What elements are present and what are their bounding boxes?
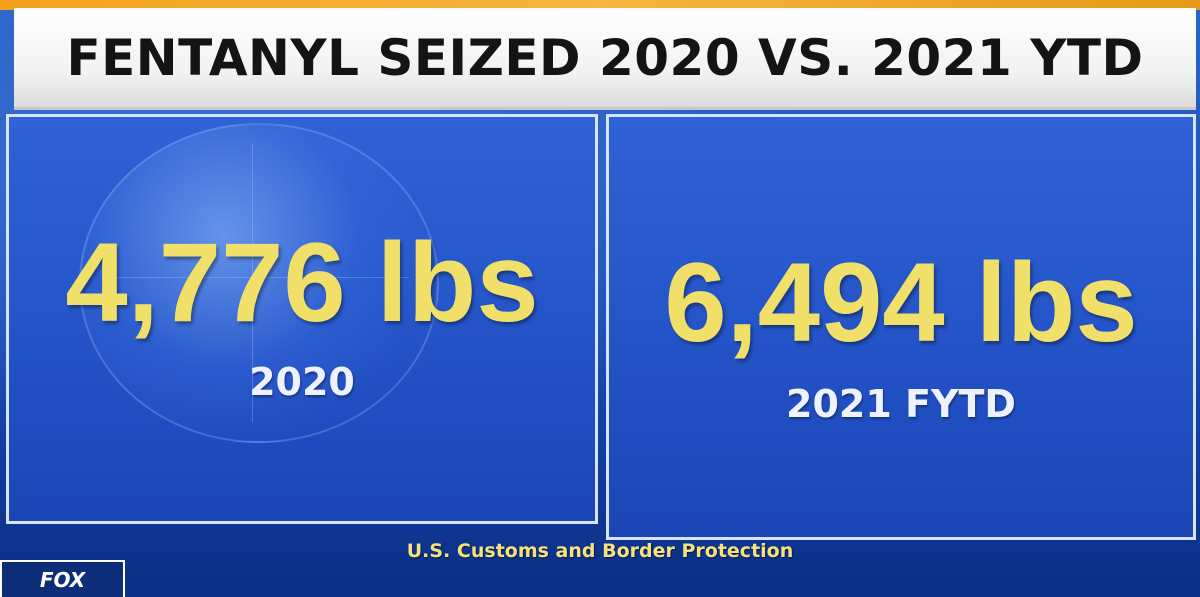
logo-text: FOX bbox=[39, 567, 86, 592]
panel-2020: 4,776 lbs 2020 bbox=[6, 114, 598, 524]
label-2020: 2020 bbox=[249, 360, 355, 404]
value-2021: 6,494 lbs bbox=[664, 240, 1138, 365]
panel-2021: 6,494 lbs 2021 FYTD bbox=[606, 114, 1196, 540]
title-bar: FENTANYL SEIZED 2020 VS. 2021 YTD bbox=[14, 8, 1196, 110]
label-2021: 2021 FYTD bbox=[786, 382, 1016, 426]
fox-logo-icon: FOX bbox=[0, 560, 125, 597]
globe-icon bbox=[79, 123, 439, 443]
orange-accent-strip bbox=[0, 0, 1200, 10]
source-caption: U.S. Customs and Border Protection bbox=[406, 540, 794, 562]
page-title: FENTANYL SEIZED 2020 VS. 2021 YTD bbox=[66, 28, 1144, 87]
value-2020: 4,776 lbs bbox=[65, 220, 539, 345]
